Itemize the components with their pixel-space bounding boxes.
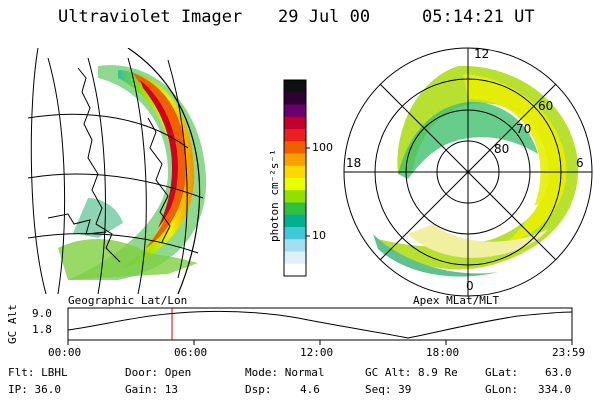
mode-info: Mode: Normal	[245, 366, 325, 379]
time-label: 05:14:21 UT	[422, 7, 535, 27]
colorbar-band	[284, 239, 306, 252]
time-tick-1800: 18:00	[426, 346, 460, 359]
altitude-trace	[67, 307, 573, 345]
mlt-label-6: 6	[576, 156, 584, 170]
mlt-label-18: 18	[346, 156, 361, 170]
gc-alt-info: GC Alt: 8.9 Re	[365, 366, 458, 379]
time-tick-0600: 06:00	[174, 346, 208, 359]
date-label: 29 Jul 00	[278, 7, 371, 27]
alt-tick-1-8: 1.8	[32, 323, 52, 336]
polar-panel-label: Apex MLat/MLT	[413, 294, 500, 307]
mlt-label-12: 12	[474, 47, 489, 61]
colorbar-tick-100: 100	[312, 141, 333, 154]
colorbar-band	[284, 92, 306, 105]
colorbar-band	[284, 129, 306, 142]
polar-mlt-plot: 12 0 18 6 60 70 80	[343, 47, 593, 297]
geographic-image	[28, 48, 207, 294]
colorbar-band	[284, 263, 306, 277]
glon-value: 334.0	[538, 383, 572, 396]
colorbar-band	[284, 214, 306, 228]
dsp-label: Dsp:	[245, 383, 272, 396]
lat-label-60: 60	[538, 99, 553, 113]
time-tick-1200: 12:00	[300, 346, 334, 359]
colorbar: 100 10	[283, 79, 333, 277]
lat-label-70: 70	[516, 122, 531, 136]
colorbar-unit-label: photon cm⁻²s⁻¹	[268, 149, 281, 242]
glon-label: GLon:	[485, 383, 519, 396]
colorbar-band	[284, 190, 306, 203]
time-tick-0000: 00:00	[48, 346, 82, 359]
time-tick-2359: 23:59	[552, 346, 586, 359]
colorbar-band	[284, 104, 306, 118]
colorbar-band	[284, 116, 306, 130]
geographic-panel-label: Geographic Lat/Lon	[68, 294, 188, 307]
mlt-label-0: 0	[466, 279, 474, 293]
colorbar-band	[284, 80, 306, 93]
colorbar-band	[284, 178, 306, 191]
door-info: Door: Open	[125, 366, 192, 379]
gain-info: Gain: 13	[125, 383, 178, 396]
colorbar-band	[284, 251, 306, 265]
alt-tick-9: 9.0	[32, 307, 52, 320]
seq-info: Seq: 39	[365, 383, 412, 396]
colorbar-band	[284, 165, 306, 179]
colorbar-band	[284, 153, 306, 167]
lat-label-80: 80	[494, 142, 509, 156]
gc-alt-axis-label: GC Alt	[6, 304, 19, 344]
glat-label: GLat:	[485, 366, 519, 379]
dsp-value: 4.6	[300, 383, 320, 396]
colorbar-band	[284, 141, 306, 154]
colorbar-band	[284, 202, 306, 216]
filter-info: Flt: LBHL	[8, 366, 68, 379]
glat-value: 63.0	[545, 366, 572, 379]
instrument-title: Ultraviolet Imager	[58, 7, 243, 27]
colorbar-band	[284, 227, 306, 240]
ip-info: IP: 36.0	[8, 383, 61, 396]
colorbar-tick-10: 10	[312, 229, 326, 242]
